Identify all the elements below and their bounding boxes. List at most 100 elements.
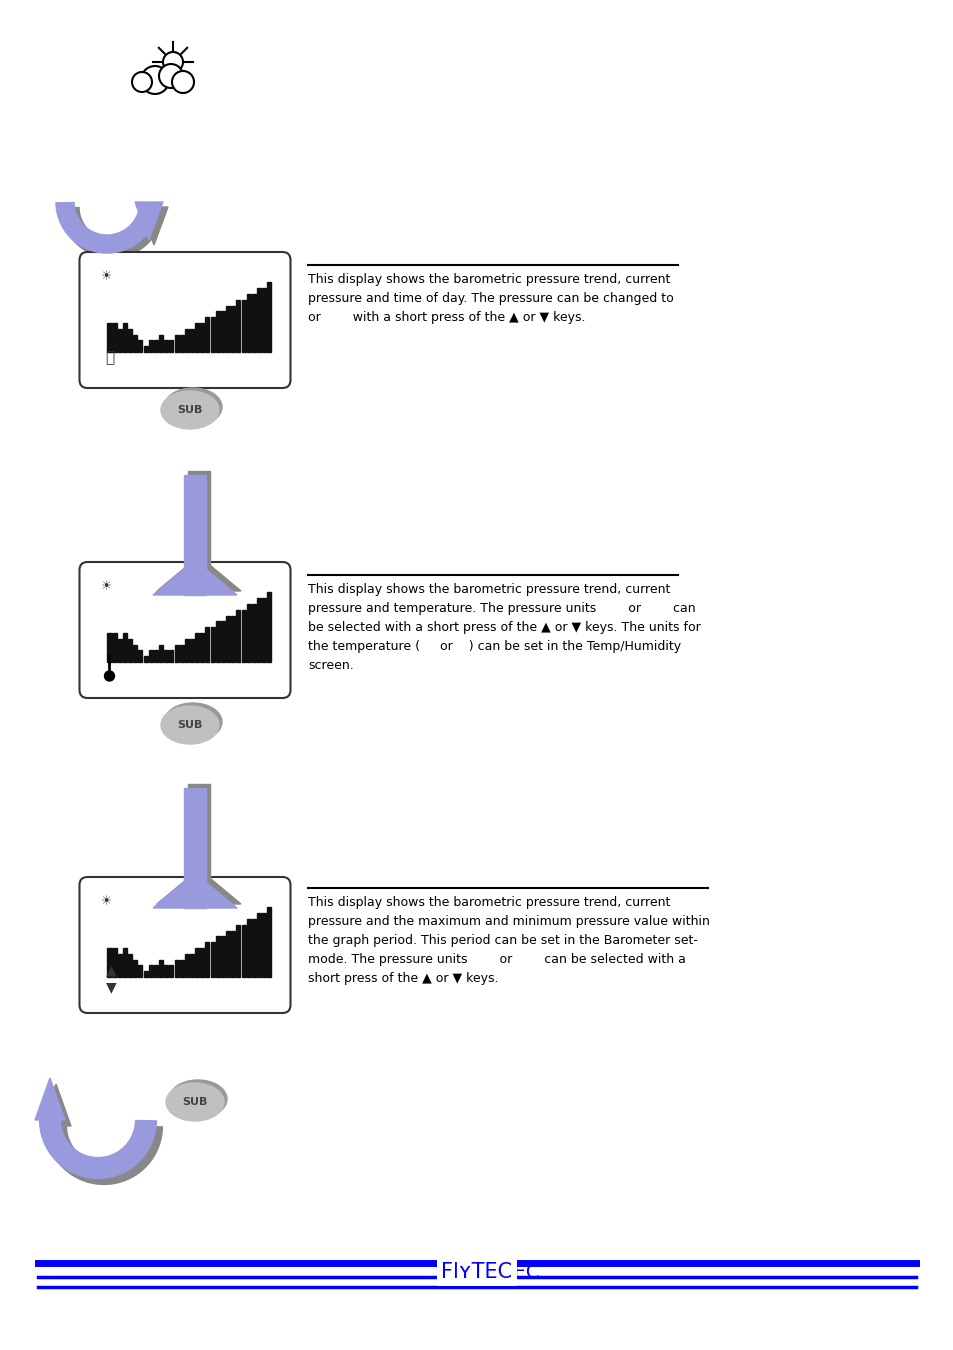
Bar xyxy=(185,329,189,352)
Bar xyxy=(226,305,230,352)
Bar xyxy=(117,329,122,352)
Bar xyxy=(188,471,210,591)
Bar xyxy=(262,913,266,977)
Bar xyxy=(190,329,193,352)
Bar xyxy=(231,616,235,662)
Bar xyxy=(123,323,127,352)
Bar xyxy=(221,937,225,977)
Bar xyxy=(267,907,271,977)
Bar xyxy=(226,616,230,662)
Bar xyxy=(108,633,112,662)
Bar xyxy=(174,335,178,352)
Polygon shape xyxy=(140,207,168,244)
Bar xyxy=(241,610,245,662)
Text: yTEC: yTEC xyxy=(490,1262,538,1281)
Bar xyxy=(262,598,266,661)
Bar xyxy=(184,475,206,595)
Bar xyxy=(133,644,137,662)
Bar xyxy=(123,948,127,977)
Bar xyxy=(190,954,193,977)
Text: SUB: SUB xyxy=(177,720,202,730)
Bar xyxy=(241,925,245,977)
Bar xyxy=(117,639,122,662)
Text: FlʏTEC: FlʏTEC xyxy=(441,1262,512,1282)
Ellipse shape xyxy=(169,1080,227,1118)
Bar xyxy=(200,948,204,977)
Bar xyxy=(133,335,137,352)
Bar xyxy=(185,954,189,977)
Bar xyxy=(221,621,225,662)
Bar xyxy=(128,954,132,977)
Text: ⌛: ⌛ xyxy=(106,351,114,366)
Polygon shape xyxy=(157,556,241,591)
Bar xyxy=(267,593,271,662)
Bar xyxy=(138,651,142,661)
Text: This display shows the barometric pressure trend, current
pressure and time of d: This display shows the barometric pressu… xyxy=(308,273,673,324)
Bar xyxy=(179,644,184,662)
Bar xyxy=(185,639,189,662)
Bar xyxy=(149,965,152,977)
Circle shape xyxy=(105,671,114,680)
Polygon shape xyxy=(152,873,236,909)
Bar xyxy=(149,651,152,661)
Bar xyxy=(123,633,127,662)
Bar xyxy=(256,598,261,661)
FancyBboxPatch shape xyxy=(79,252,291,387)
Bar xyxy=(252,603,255,662)
Bar xyxy=(221,312,225,352)
Text: ☀: ☀ xyxy=(101,580,112,593)
Bar xyxy=(211,628,214,662)
Bar xyxy=(205,628,210,662)
Bar xyxy=(236,610,240,662)
Ellipse shape xyxy=(161,706,219,744)
Circle shape xyxy=(159,63,183,88)
Circle shape xyxy=(141,66,169,95)
Bar xyxy=(262,288,266,352)
Text: ☀: ☀ xyxy=(101,895,112,909)
FancyBboxPatch shape xyxy=(79,562,291,698)
Polygon shape xyxy=(152,560,236,595)
Polygon shape xyxy=(41,1084,71,1126)
Text: This display shows the barometric pressure trend, current
pressure and temperatu: This display shows the barometric pressu… xyxy=(308,583,700,672)
Bar xyxy=(205,942,210,977)
Bar xyxy=(215,621,219,662)
Bar xyxy=(179,335,184,352)
Bar xyxy=(144,346,148,352)
Bar xyxy=(247,919,251,977)
Bar xyxy=(108,948,112,977)
Bar xyxy=(128,329,132,352)
Bar xyxy=(164,965,168,977)
Bar xyxy=(170,651,173,661)
Bar xyxy=(138,340,142,352)
Text: F: F xyxy=(461,1261,476,1282)
Bar xyxy=(117,954,122,977)
Bar xyxy=(195,948,199,977)
Ellipse shape xyxy=(161,392,219,429)
Bar xyxy=(112,948,116,977)
Text: ▲: ▲ xyxy=(106,963,116,977)
Bar xyxy=(236,300,240,352)
Bar xyxy=(153,340,158,352)
Bar xyxy=(184,788,206,909)
Bar xyxy=(195,323,199,352)
FancyBboxPatch shape xyxy=(79,878,291,1012)
Bar xyxy=(205,317,210,352)
Bar xyxy=(247,294,251,352)
Circle shape xyxy=(172,72,193,93)
Bar xyxy=(153,965,158,977)
Circle shape xyxy=(163,53,183,72)
Text: ▼: ▼ xyxy=(106,980,116,994)
Bar xyxy=(112,323,116,352)
Bar xyxy=(174,644,178,662)
Bar xyxy=(159,960,163,977)
Bar xyxy=(200,633,204,662)
Bar xyxy=(241,300,245,352)
Bar xyxy=(215,312,219,352)
Bar xyxy=(252,294,255,352)
Bar xyxy=(247,603,251,662)
Bar xyxy=(170,965,173,977)
Bar xyxy=(112,633,116,662)
Bar xyxy=(215,937,219,977)
Bar xyxy=(179,960,184,977)
Bar xyxy=(190,639,193,662)
